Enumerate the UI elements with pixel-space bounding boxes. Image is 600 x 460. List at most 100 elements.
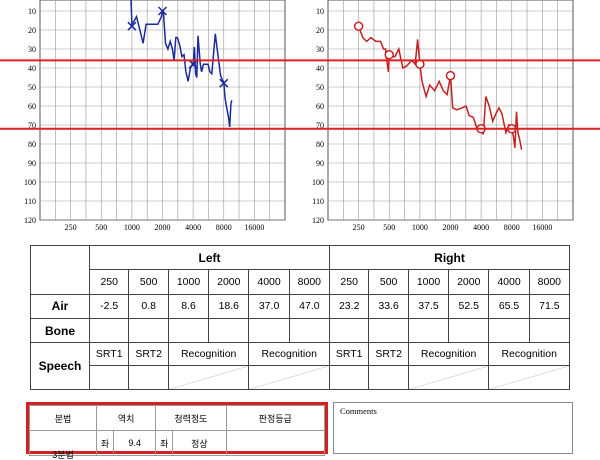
o-marker xyxy=(384,49,394,60)
x-tick-label: 2000 xyxy=(443,223,459,232)
y-tick-label: 10 xyxy=(316,7,324,16)
air-left-4000: 37.0 xyxy=(248,293,290,320)
frequency-row: 250 500 1000 2000 4000 8000 250 500 1000 2000 4000… xyxy=(31,269,571,295)
recognition-left-1-value xyxy=(167,364,250,391)
left-ear-audiogram: 10 20 30 40 50 60 70 80 90 100 110 120 250 500 1000 200… xyxy=(24,0,286,232)
bone-value-3 xyxy=(208,318,250,344)
x-marker-stroke xyxy=(219,78,229,88)
x-marker xyxy=(188,59,198,69)
freq-left-1000: 1000 xyxy=(167,269,210,295)
y-tick-label: 100 xyxy=(312,178,324,187)
summary-side-left: 좌 xyxy=(95,430,114,456)
freq-left-2000: 2000 xyxy=(208,269,250,295)
air-left-250: -2.5 xyxy=(88,293,130,320)
bone-row: Bone xyxy=(30,318,571,344)
air-right-2000: 52.5 xyxy=(448,293,490,320)
freq-right-250: 250 xyxy=(328,269,370,295)
y-tick-label: 20 xyxy=(28,26,36,35)
summary-side-left-2: 좌 xyxy=(155,430,174,456)
summary-grade-value xyxy=(225,430,326,456)
air-right-8000: 71.5 xyxy=(528,293,571,320)
srt1-left-value xyxy=(88,364,130,391)
air-left-2000: 18.6 xyxy=(208,293,250,320)
x-tick-label: 250 xyxy=(65,223,77,232)
y-tick-label: 90 xyxy=(316,159,324,168)
freq-left-250: 250 xyxy=(88,269,130,295)
o-marker xyxy=(445,70,456,81)
y-tick-label: 20 xyxy=(316,26,324,35)
speech-row: Speech SRT1 SRT2 Recognition Recognition… xyxy=(30,342,570,390)
y-tick-label: 30 xyxy=(28,45,36,54)
summary-method-label: 3분법 xyxy=(52,450,74,460)
right-ear-audiogram: 10 20 30 40 50 60 70 80 90 100 110 120 250 500 1000 200… xyxy=(312,0,574,232)
air-right-4000: 65.5 xyxy=(488,293,530,320)
hearing-curve-right xyxy=(357,25,523,150)
y-tick-label: 50 xyxy=(28,83,36,92)
bone-value-11 xyxy=(528,318,571,344)
y-tick-label: 10 xyxy=(28,7,36,16)
bone-value-10 xyxy=(488,318,530,344)
x-tick-label: 4000 xyxy=(473,223,489,232)
y-tick-label: 40 xyxy=(28,64,36,73)
y-tick-label: 120 xyxy=(24,216,36,225)
air-right-500: 33.6 xyxy=(368,293,409,320)
y-tick-label: 50 xyxy=(316,83,324,92)
air-right-250: 23.2 xyxy=(328,293,370,320)
left-header: Left xyxy=(89,244,330,271)
bone-value-6 xyxy=(328,318,370,344)
y-tick-label: 60 xyxy=(28,102,36,111)
bone-value-8 xyxy=(407,318,450,344)
x-tick-label: 500 xyxy=(383,223,395,232)
x-tick-label: 1000 xyxy=(412,223,428,232)
y-tick-label: 90 xyxy=(28,159,36,168)
air-label: Air xyxy=(30,293,90,320)
bone-value-9 xyxy=(448,318,490,344)
freq-right-500: 500 xyxy=(368,269,409,295)
srt2-right-value xyxy=(368,364,409,391)
audiogram-charts: 10 20 30 40 50 60 70 80 90 100 110 120 250 500 1000 200… xyxy=(0,0,600,232)
y-tick-label: 80 xyxy=(28,140,36,149)
recognition-right-1-value xyxy=(407,364,490,391)
freq-left-500: 500 xyxy=(128,269,169,295)
recognition-left-1: Recognition xyxy=(167,342,250,366)
bone-value-0 xyxy=(88,318,130,344)
bone-label: Bone xyxy=(30,318,90,344)
freq-right-1000: 1000 xyxy=(407,269,450,295)
y-tick-label: 110 xyxy=(312,197,324,206)
x-marker xyxy=(219,78,229,88)
srt2-left-value xyxy=(128,364,169,391)
air-right-1000: 37.5 xyxy=(407,293,450,320)
recognition-right-1: Recognition xyxy=(407,342,490,366)
x-marker xyxy=(157,6,168,16)
freq-right-2000: 2000 xyxy=(448,269,490,295)
summary-header-method: 분법 xyxy=(29,405,97,431)
x-tick-label: 8000 xyxy=(504,223,520,232)
o-marker xyxy=(353,21,364,31)
y-tick-label: 100 xyxy=(24,178,36,187)
x-tick-label: 1000 xyxy=(124,223,140,232)
comments-label: Comments xyxy=(340,406,377,416)
y-tick-label: 30 xyxy=(316,45,324,54)
y-tick-label: 120 xyxy=(312,216,324,225)
freq-left-8000: 8000 xyxy=(288,269,330,295)
srt1-right-value xyxy=(328,364,370,391)
summary-header-degree: 청력정도 xyxy=(155,405,227,431)
air-left-500: 0.8 xyxy=(128,293,169,320)
bone-value-5 xyxy=(288,318,330,344)
x-tick-label: 16000 xyxy=(244,223,264,232)
summary-table: 분법 역치 청력정도 판정등급 3분법 좌 9.4 좌 정상 xyxy=(29,405,326,460)
hearing-summary-box: 분법 역치 청력정도 판정등급 3분법 좌 9.4 좌 정상 xyxy=(26,402,328,460)
air-left-8000: 47.0 xyxy=(288,293,330,320)
results-table: Left Right 250 500 1000 2000 4000 8000 250 500 1… xyxy=(30,244,571,391)
bone-value-4 xyxy=(248,318,290,344)
recognition-left-2: Recognition xyxy=(248,342,330,366)
y-tick-label: 110 xyxy=(24,197,36,206)
y-tick-label: 70 xyxy=(316,121,324,130)
freq-right-4000: 4000 xyxy=(488,269,530,295)
air-left-1000: 8.6 xyxy=(167,293,210,320)
hearing-curve-left xyxy=(130,0,233,127)
y-tick-label: 80 xyxy=(316,140,324,149)
summary-threshold-value: 9.4 xyxy=(112,430,157,456)
x-marker-stroke xyxy=(127,21,137,31)
bone-value-1 xyxy=(128,318,169,344)
